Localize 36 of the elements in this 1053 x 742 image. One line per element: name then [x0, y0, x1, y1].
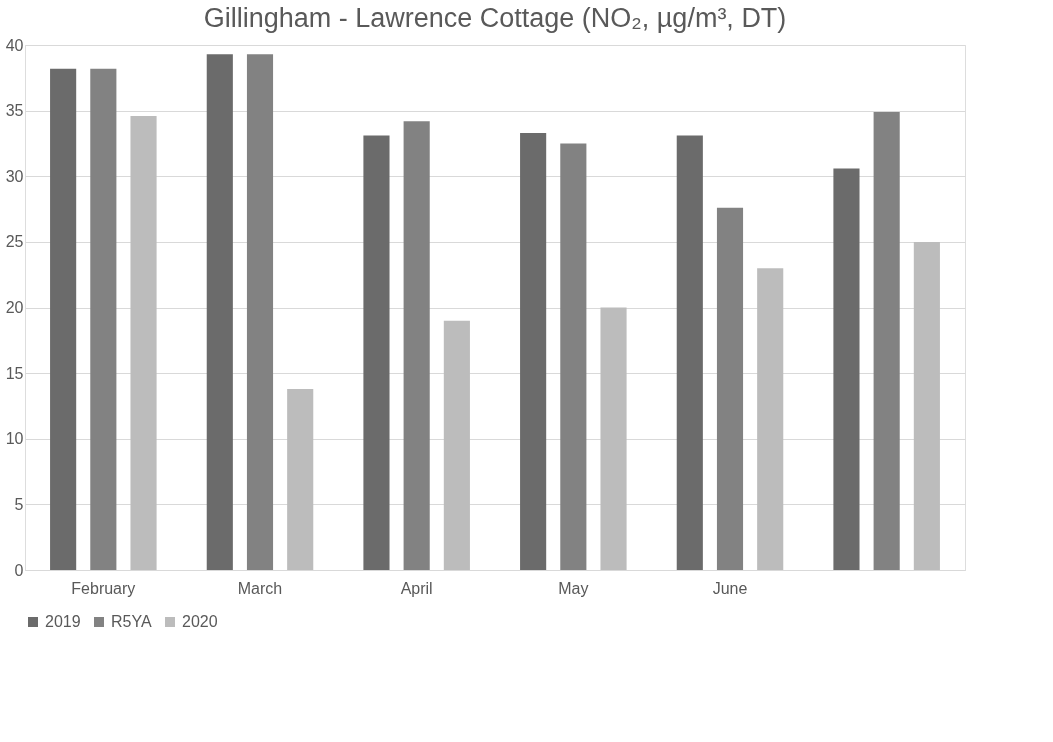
bar	[50, 68, 77, 570]
y-tick-label: 20	[5, 299, 24, 316]
bar	[130, 115, 157, 570]
bar	[600, 307, 627, 570]
y-tick-label: 35	[5, 102, 24, 120]
bar	[757, 268, 784, 570]
legend-label: R5YA	[111, 613, 152, 630]
legend-label: 2019	[45, 613, 81, 630]
x-tick-label: May	[558, 579, 589, 597]
legend-label: 2020	[182, 613, 218, 630]
bar	[90, 68, 117, 570]
bar	[403, 121, 430, 570]
bar	[873, 111, 900, 570]
bar	[676, 135, 703, 570]
y-tick-label: 10	[5, 430, 24, 448]
x-tick-label: April	[400, 579, 433, 597]
bar	[287, 388, 314, 570]
y-tick-label: 25	[5, 233, 24, 251]
bar	[246, 54, 274, 570]
bar	[716, 207, 744, 570]
bar	[520, 132, 547, 570]
bar	[560, 143, 587, 570]
y-tick-label: 30	[5, 167, 24, 185]
bar	[913, 241, 940, 570]
y-tick-label: 5	[14, 495, 24, 513]
y-tick-label: 15	[5, 364, 24, 382]
bar	[443, 320, 470, 570]
x-tick-label: February	[71, 579, 136, 597]
y-tick-label: 40	[5, 36, 24, 54]
x-tick-label: March	[237, 579, 283, 597]
y-tick-label: 0	[14, 561, 24, 579]
bar	[206, 54, 233, 570]
bar	[833, 168, 860, 570]
chart-title: Gillingham - Lawrence Cottage (NO₂, µg/m³, DT)	[203, 3, 787, 33]
bar	[363, 135, 390, 570]
x-tick-label: June	[712, 579, 748, 597]
